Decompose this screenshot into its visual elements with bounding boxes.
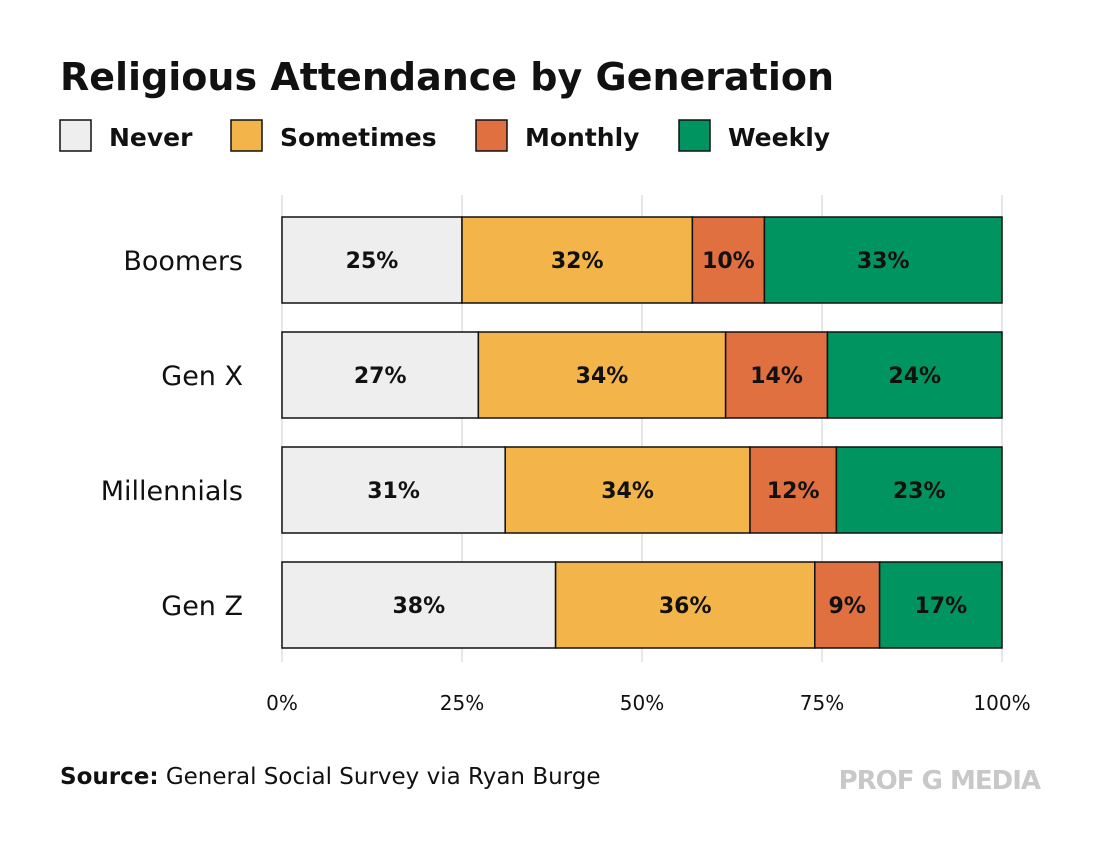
x-tick-label: 25% [440, 691, 484, 715]
category-label: Gen Z [161, 591, 243, 622]
bar-segment-weekly [826, 331, 1003, 419]
x-tick-label: 100% [973, 691, 1030, 715]
data-label: 25% [346, 249, 399, 274]
source-label: Source: [60, 764, 159, 790]
bar-segment-never [281, 446, 506, 534]
data-label: 17% [914, 594, 967, 619]
bar-segment-never [281, 216, 463, 304]
data-label: 32% [551, 249, 604, 274]
bars: Boomers 25% 32% 10% 33% Gen X 27% 34% 14% 24% Mill… [101, 216, 1003, 649]
bar-segment-monthly [691, 216, 766, 304]
legend-swatch-sometimes [230, 119, 263, 152]
bar-segment-monthly [724, 331, 829, 419]
x-tick-label: 0% [266, 691, 298, 715]
data-label: 27% [354, 364, 407, 389]
category-label: Millennials [101, 476, 243, 507]
source-text: General Social Survey via Ryan Burge [159, 764, 601, 790]
data-label: 36% [659, 594, 712, 619]
chart-title: Religious Attendance by Generation [60, 55, 834, 99]
legend-label-monthly: Monthly [525, 123, 639, 152]
data-label: 23% [893, 479, 946, 504]
x-axis: 0% 25% 50% 75% 100% [266, 691, 1030, 715]
legend-swatch-never [59, 119, 92, 152]
bar-segment-never [281, 331, 480, 419]
data-label: 34% [576, 364, 629, 389]
legend-label-weekly: Weekly [728, 123, 830, 152]
bar-segment-sometimes [461, 216, 694, 304]
bar-segment-sometimes [554, 561, 816, 649]
data-label: 14% [750, 364, 803, 389]
bar-segment-sometimes [504, 446, 751, 534]
category-label: Boomers [123, 246, 243, 277]
bar-segment-weekly [763, 216, 1003, 304]
data-label: 10% [702, 249, 755, 274]
legend-label-never: Never [109, 123, 193, 152]
legend-swatch-weekly [678, 119, 711, 152]
source-note: Source: General Social Survey via Ryan B… [60, 764, 600, 790]
bar-segment-sometimes [477, 331, 727, 419]
data-label: 33% [857, 249, 910, 274]
data-label: 24% [888, 364, 941, 389]
bar-segment-weekly [878, 561, 1003, 649]
x-tick-label: 50% [620, 691, 664, 715]
data-label: 12% [767, 479, 820, 504]
data-label: 31% [367, 479, 420, 504]
bar-segment-never [281, 561, 557, 649]
data-label: 9% [829, 594, 866, 619]
x-tick-label: 75% [800, 691, 844, 715]
legend-swatch-monthly [475, 119, 508, 152]
data-label: 38% [392, 594, 445, 619]
legend-label-sometimes: Sometimes [280, 123, 437, 152]
bar-segment-monthly [814, 561, 881, 649]
category-label: Gen X [161, 361, 243, 392]
bar-segment-monthly [749, 446, 838, 534]
bar-segment-weekly [835, 446, 1003, 534]
legend: Never Sometimes Monthly Weekly [59, 119, 830, 152]
brand-logo: PROF G MEDIA [839, 766, 1041, 796]
data-label: 34% [601, 479, 654, 504]
